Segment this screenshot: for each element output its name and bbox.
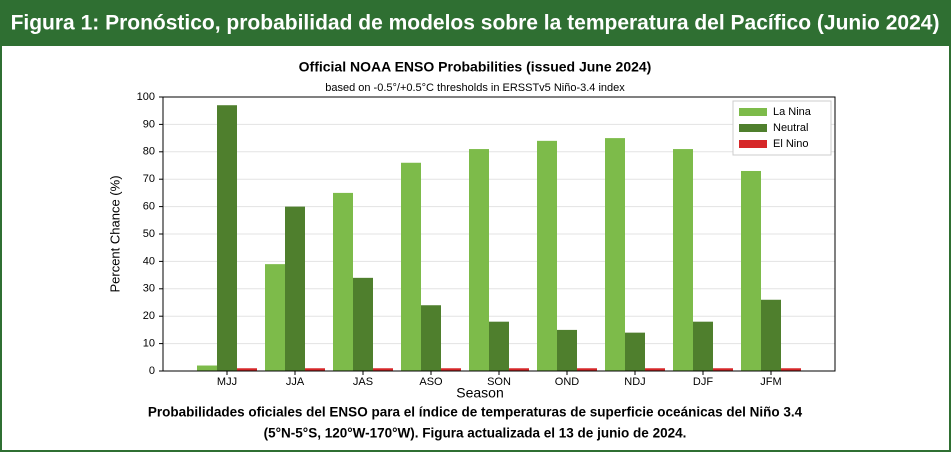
y-tick-label: 100 bbox=[137, 91, 155, 103]
y-tick-label: 50 bbox=[143, 228, 155, 240]
y-tick-label: 40 bbox=[143, 255, 155, 267]
x-tick-label: DJF bbox=[693, 376, 713, 388]
bar bbox=[673, 149, 693, 371]
bar bbox=[401, 162, 421, 371]
plot-frame bbox=[162, 96, 836, 372]
y-tick-label: 90 bbox=[143, 118, 155, 130]
bar bbox=[469, 149, 489, 371]
bar bbox=[577, 368, 597, 371]
legend-label: Neutral bbox=[773, 122, 808, 134]
legend-label: El Nino bbox=[773, 138, 808, 150]
legend-label: La Nina bbox=[773, 106, 812, 118]
bar bbox=[537, 140, 557, 371]
y-tick-label: 60 bbox=[143, 201, 155, 213]
legend-swatch bbox=[739, 124, 767, 132]
bar bbox=[265, 264, 285, 371]
y-tick-label: 30 bbox=[143, 283, 155, 295]
bar bbox=[217, 105, 237, 371]
chart-title: Official NOAA ENSO Probabilities (issued… bbox=[299, 59, 652, 75]
y-tick-label: 0 bbox=[149, 365, 155, 377]
banner bbox=[0, 0, 951, 46]
legend-swatch bbox=[739, 140, 767, 148]
x-tick-label: NDJ bbox=[624, 376, 645, 388]
x-tick-label: OND bbox=[555, 376, 580, 388]
bar bbox=[489, 321, 509, 371]
x-tick-label: JJA bbox=[286, 376, 305, 388]
y-tick-label: 20 bbox=[143, 310, 155, 322]
bar bbox=[557, 329, 577, 371]
bar bbox=[333, 192, 353, 371]
bar bbox=[741, 170, 761, 371]
bar bbox=[693, 321, 713, 371]
y-tick-label: 70 bbox=[143, 173, 155, 185]
caption-line: (5°N-5°S, 120°W-170°W). Figura actualiza… bbox=[264, 426, 687, 441]
banner-title: Figura 1: Pronóstico, probabilidad de mo… bbox=[11, 12, 940, 35]
legend-swatch bbox=[739, 108, 767, 116]
x-axis-label: Season bbox=[456, 385, 503, 401]
y-tick-label: 10 bbox=[143, 338, 155, 350]
bar bbox=[645, 368, 665, 371]
x-tick-label: ASO bbox=[419, 376, 443, 388]
chart-subtitle: based on -0.5°/+0.5°C thresholds in ERSS… bbox=[325, 82, 625, 94]
bar bbox=[781, 368, 801, 371]
bar bbox=[197, 365, 217, 371]
bar bbox=[373, 368, 393, 371]
bar bbox=[285, 206, 305, 371]
x-tick-label: JFM bbox=[760, 376, 781, 388]
caption-line: Probabilidades oficiales del ENSO para e… bbox=[148, 405, 803, 420]
bar bbox=[421, 305, 441, 371]
bar bbox=[509, 368, 529, 371]
x-tick-label: SON bbox=[487, 376, 511, 388]
y-tick-label: 80 bbox=[143, 146, 155, 158]
bar bbox=[237, 368, 257, 371]
bar bbox=[761, 299, 781, 371]
y-axis-label: Percent Chance (%) bbox=[107, 175, 122, 292]
bar bbox=[441, 368, 461, 371]
bar bbox=[713, 368, 733, 371]
bar bbox=[625, 332, 645, 371]
x-tick-label: JAS bbox=[353, 376, 373, 388]
x-tick-label: MJJ bbox=[217, 376, 237, 388]
bar bbox=[353, 277, 373, 371]
bar bbox=[605, 138, 625, 371]
bar bbox=[305, 368, 325, 371]
